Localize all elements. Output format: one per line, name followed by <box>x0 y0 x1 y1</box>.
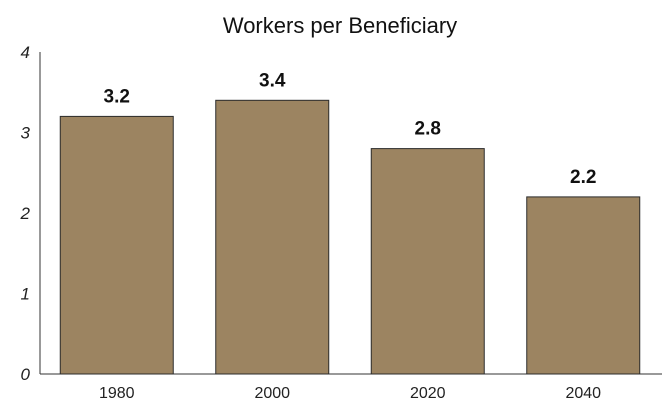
bar-2000 <box>215 99 330 375</box>
bar-1980 <box>59 115 174 375</box>
chart-title: Workers per Beneficiary <box>223 13 457 38</box>
y-tick-labels: 0 1 2 3 4 <box>20 43 31 384</box>
bars <box>59 99 641 375</box>
x-tick-label-2040: 2040 <box>565 385 601 402</box>
x-tick-label-2020: 2020 <box>410 385 446 402</box>
data-label-2020: 2.8 <box>415 119 441 140</box>
data-labels: 3.2 3.4 2.8 2.2 <box>104 70 597 188</box>
y-tick-label: 0 <box>21 365 31 384</box>
y-tick-label: 3 <box>21 124 31 143</box>
x-tick-label-1980: 1980 <box>99 385 135 402</box>
bar-2020 <box>370 148 485 375</box>
x-tick-label-2000: 2000 <box>254 385 290 402</box>
data-label-2040: 2.2 <box>570 167 596 188</box>
bar-2040 <box>526 196 641 375</box>
data-label-2000: 3.4 <box>259 70 286 91</box>
x-tick-labels: 1980 2000 2020 2040 <box>99 385 601 402</box>
data-label-1980: 3.2 <box>104 86 130 107</box>
y-tick-label: 2 <box>20 204 31 223</box>
y-tick-label: 1 <box>21 285 30 304</box>
y-tick-label: 4 <box>21 43 30 62</box>
